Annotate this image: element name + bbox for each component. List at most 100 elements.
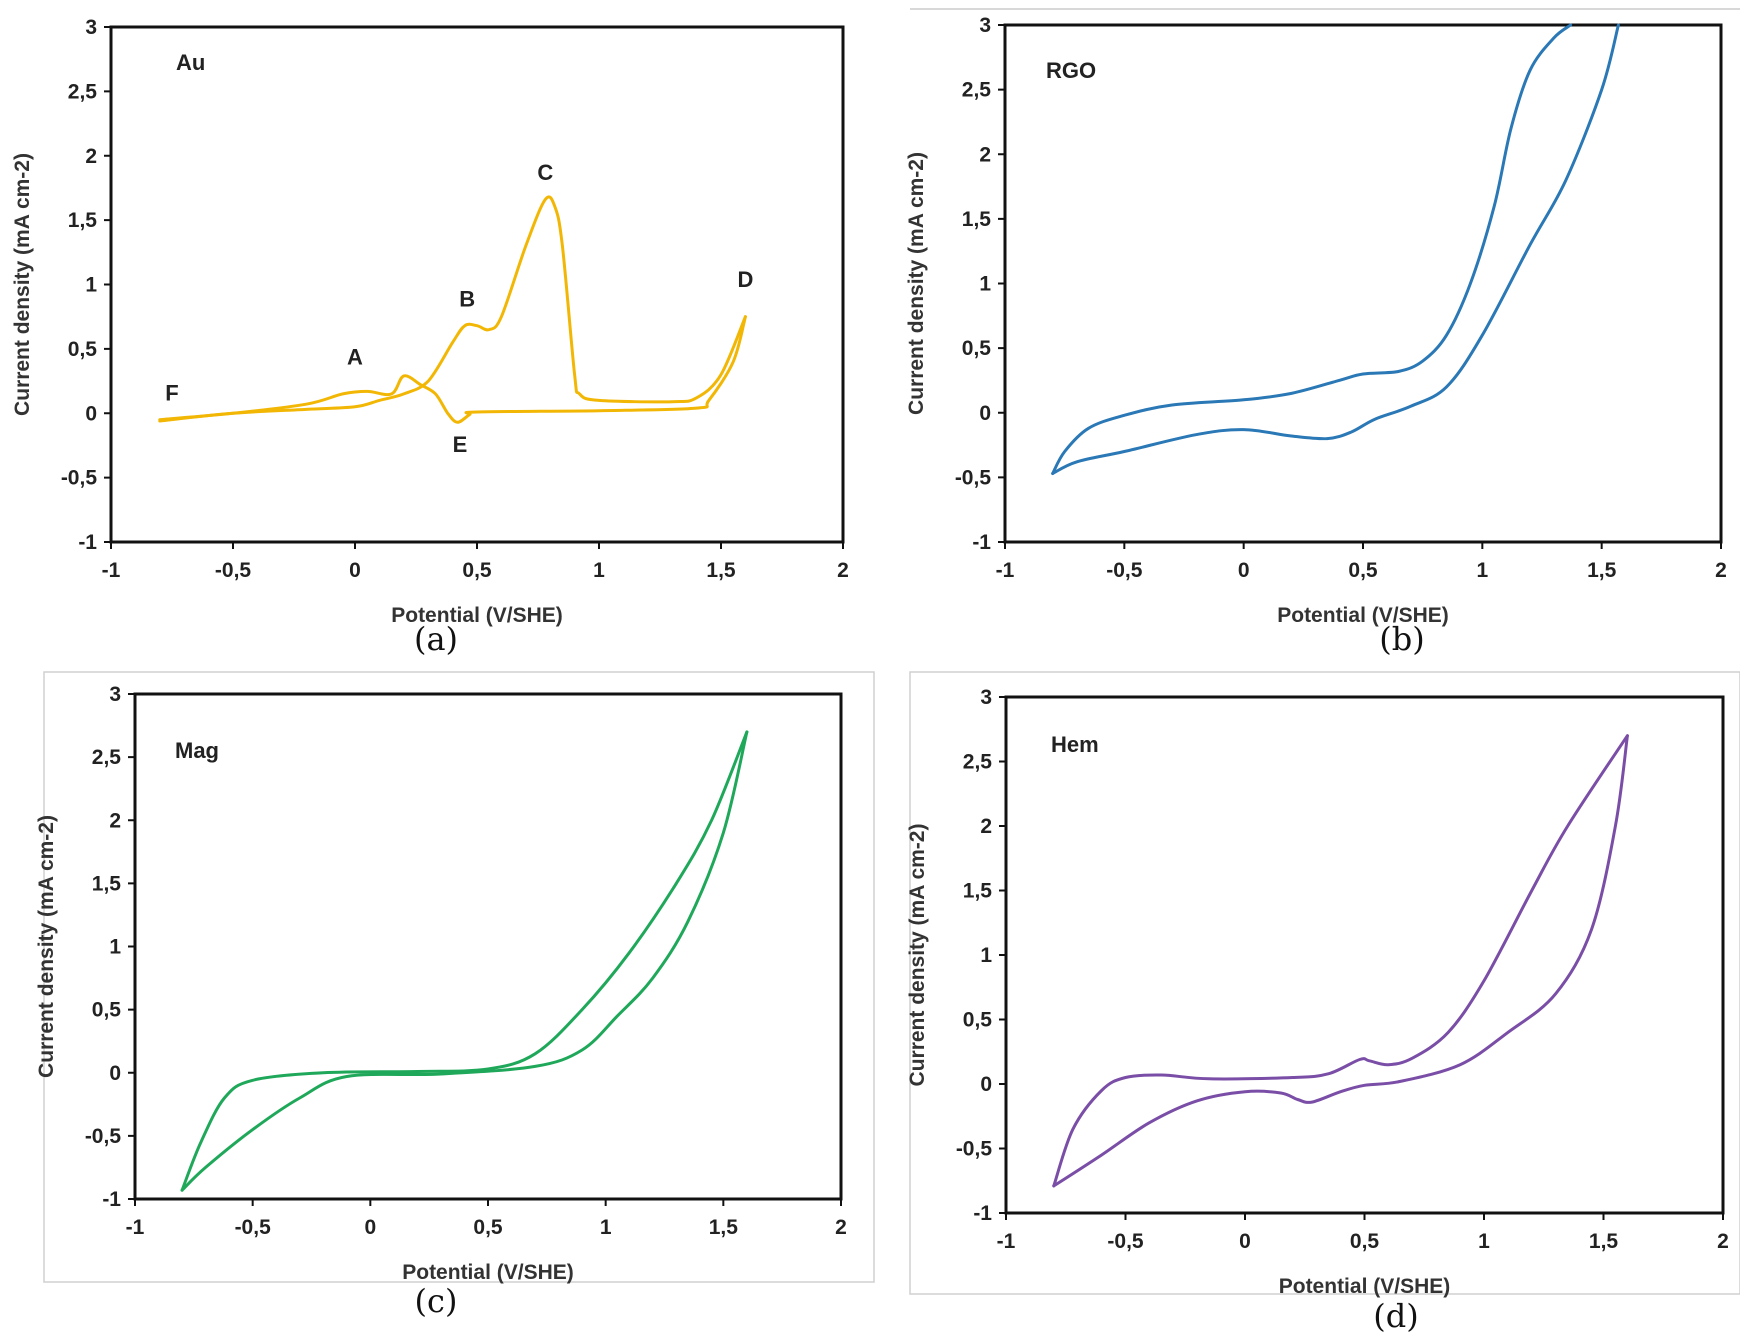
y-tick-label: -1 [102, 1188, 121, 1211]
x-tick-label: 1,5 [709, 1216, 739, 1239]
x-tick-label: -0,5 [215, 559, 252, 582]
y-tick-label: -0,5 [85, 1125, 122, 1148]
y-axis-label: Current density (mA cm-2) [905, 152, 928, 415]
panel-caption: (c) [415, 1282, 458, 1320]
panel-caption: (a) [414, 620, 458, 658]
y-tick-label: 2 [85, 145, 97, 168]
y-tick-label: 3 [980, 686, 992, 709]
x-tick-label: 2 [1717, 1230, 1729, 1253]
y-tick-label: -1 [78, 531, 97, 554]
y-tick-label: -0,5 [956, 1138, 993, 1161]
x-tick-label: 0 [364, 1216, 376, 1239]
x-tick-label: 0,5 [473, 1216, 503, 1239]
x-tick-label: 1 [600, 1216, 612, 1239]
y-tick-label: 1,5 [963, 880, 993, 903]
panel-caption: (b) [1379, 620, 1424, 658]
chart-panel-d: -1 -0,5 0 0,5 1 1,5 2 -1 -0,5 0 0,5 1 1,5 2 2,5 3 Potent… [906, 671, 1740, 1335]
x-axis-label: Potential (V/SHE) [1277, 604, 1449, 627]
x-tick-label: 0 [1239, 1230, 1251, 1253]
y-tick-label: 2,5 [963, 751, 993, 774]
cv-curve-anodic [180, 730, 749, 1192]
x-tick-label: 1 [593, 559, 605, 582]
y-tick-label: 3 [109, 683, 121, 706]
cv-curve-cathodic [158, 315, 747, 424]
plot-area [133, 692, 843, 1201]
y-tick-label: 0 [85, 402, 97, 425]
x-tick-label: 1 [1476, 559, 1488, 582]
panel-frame [43, 671, 875, 1283]
y-tick-label: -1 [972, 531, 991, 554]
x-tick-label: -1 [102, 559, 121, 582]
y-tick-label: 2,5 [92, 746, 122, 769]
x-tick-label: 0,5 [462, 559, 492, 582]
x-tick-label: 0 [349, 559, 361, 582]
x-tick-label: 2 [837, 559, 849, 582]
x-tick-label: -1 [997, 1230, 1016, 1253]
y-tick-label: 2,5 [962, 79, 992, 102]
y-tick-label: 0,5 [963, 1009, 993, 1032]
x-tick-label: 0 [1238, 559, 1250, 582]
y-tick-label: 0,5 [962, 337, 992, 360]
x-tick-label: 1,5 [1589, 1230, 1619, 1253]
y-tick-label: 0,5 [92, 999, 122, 1022]
x-tick-label: 2 [1715, 559, 1727, 582]
sample-label: Hem [1051, 732, 1099, 757]
peak-label: A [347, 344, 363, 369]
x-axis-label: Potential (V/SHE) [391, 604, 563, 627]
y-tick-label: 0,5 [68, 338, 98, 361]
panel-caption: (d) [1373, 1297, 1418, 1335]
y-tick-label: 1 [980, 944, 992, 967]
y-tick-label: 2 [109, 809, 121, 832]
peak-label: C [537, 160, 553, 185]
sample-label: Au [176, 50, 205, 75]
plot-area [1004, 695, 1725, 1215]
y-tick-label: 2 [979, 143, 991, 166]
y-tick-label: -0,5 [61, 467, 98, 490]
sample-label: RGO [1046, 58, 1096, 83]
y-tick-label: -0,5 [955, 466, 992, 489]
x-tick-label: -1 [996, 559, 1015, 582]
y-tick-label: 1,5 [962, 208, 992, 231]
y-tick-label: 3 [85, 16, 97, 39]
y-axis-label: Current density (mA cm-2) [11, 153, 34, 416]
x-tick-label: 1,5 [1587, 559, 1617, 582]
y-tick-label: 0 [109, 1062, 121, 1085]
plot-area [109, 25, 845, 544]
x-tick-label: 1 [1478, 1230, 1490, 1253]
y-tick-label: 1 [109, 936, 121, 959]
peak-label: B [459, 286, 475, 311]
y-axis-label: Current density (mA cm-2) [906, 824, 929, 1087]
x-tick-label: 1,5 [706, 559, 736, 582]
x-axis-label: Potential (V/SHE) [402, 1261, 574, 1284]
y-tick-label: 2 [980, 815, 992, 838]
peak-label: F [165, 380, 178, 405]
cv-curve-cathodic [180, 730, 749, 1192]
x-tick-label: 2 [835, 1216, 847, 1239]
y-tick-label: 0 [979, 402, 991, 425]
y-tick-label: 1,5 [68, 209, 98, 232]
plot-area [1003, 23, 1723, 544]
cv-curve-cathodic [1051, 23, 1620, 475]
cv-curve-anodic [158, 195, 747, 423]
chart-panel-b: -1 -0,5 0 0,5 1 1,5 2 -1 -0,5 0 0,5 1 1,5 2 2,5 3 Potent… [905, 8, 1740, 658]
x-axis-label: Potential (V/SHE) [1279, 1275, 1451, 1298]
y-tick-label: 1 [979, 273, 991, 296]
y-axis-label: Current density (mA cm-2) [35, 815, 58, 1078]
x-tick-label: 0,5 [1350, 1230, 1380, 1253]
y-tick-label: 2,5 [68, 80, 98, 103]
chart-panel-c: -1 -0,5 0 0,5 1 1,5 2 -1 -0,5 0 0,5 1 1,5 2 2,5 3 Potent… [35, 671, 875, 1320]
cv-curve-cathodic [1052, 734, 1629, 1188]
cv-curve-anodic [1052, 734, 1629, 1188]
y-tick-label: 1 [85, 274, 97, 297]
y-tick-label: 3 [979, 14, 991, 37]
peak-label: E [453, 432, 468, 457]
panel-frame [909, 671, 1740, 1295]
x-tick-label: -0,5 [1106, 559, 1143, 582]
y-tick-label: -1 [973, 1202, 992, 1225]
x-tick-label: -1 [126, 1216, 145, 1239]
x-tick-label: -0,5 [1107, 1230, 1144, 1253]
y-tick-label: 0 [980, 1073, 992, 1096]
cv-curve-anodic [1051, 23, 1573, 475]
chart-panel-a: -1 -0,5 0 0,5 1 1,5 2 -1 -0,5 0 0,5 1 1,5 2 2,5 3 Potent… [11, 16, 849, 658]
